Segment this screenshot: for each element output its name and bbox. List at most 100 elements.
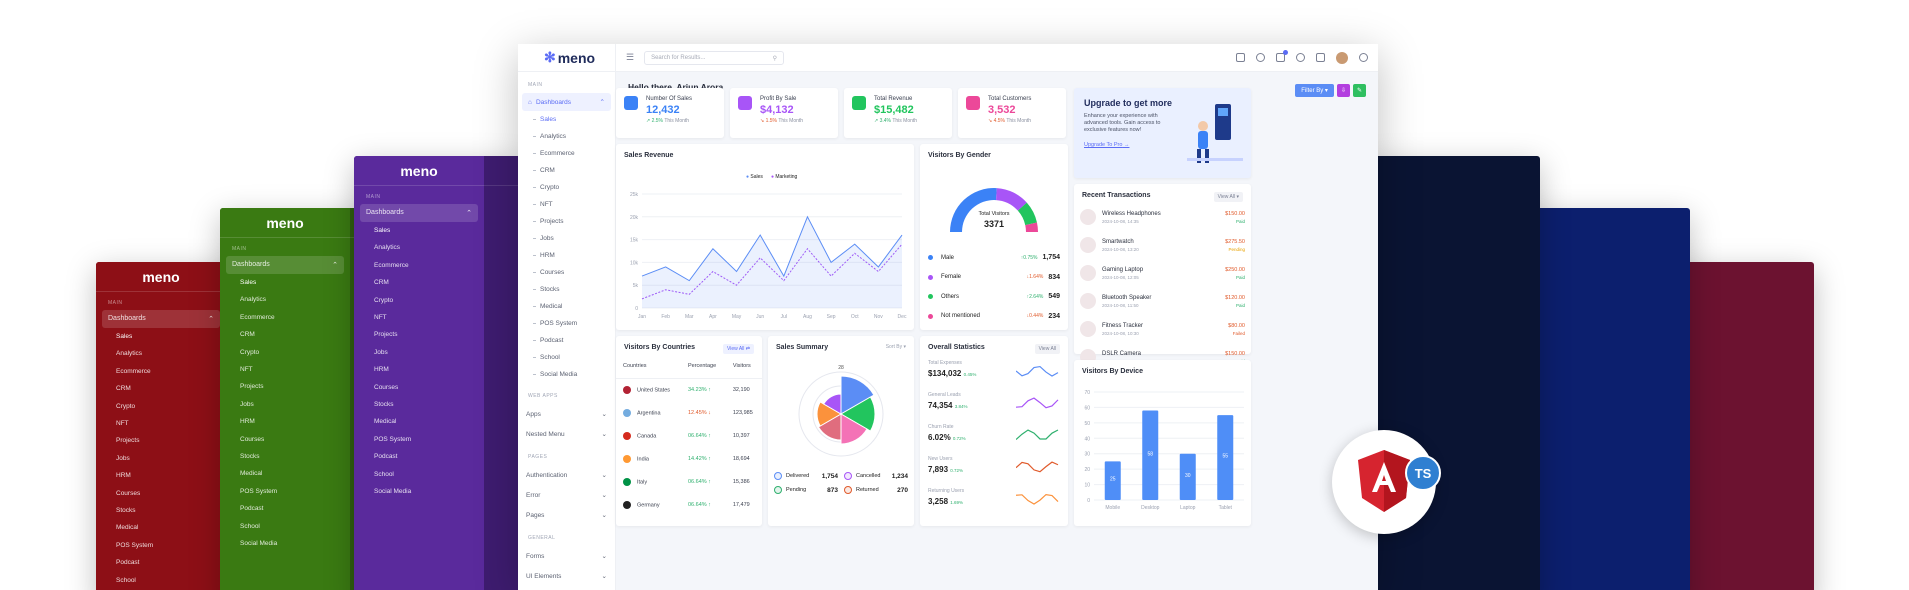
sidebar-dashboards[interactable]: Dashboards ⌃ bbox=[102, 310, 220, 328]
sidebar-item-stocks[interactable]: Stocks bbox=[518, 281, 615, 298]
bell-icon[interactable] bbox=[1296, 53, 1305, 62]
sidebar-item[interactable]: NFT bbox=[374, 314, 387, 322]
sidebar-item[interactable]: Courses bbox=[116, 489, 141, 497]
legend-change: ↓0.44% bbox=[1027, 313, 1044, 319]
sidebar-item[interactable]: Ecommerce bbox=[116, 367, 151, 375]
sidebar-item[interactable]: Crypto bbox=[240, 348, 260, 356]
sidebar-item[interactable]: Analytics bbox=[240, 296, 267, 304]
transaction-row[interactable]: Gaming Laptop 2024-10-08, 12:05 $250.00 Pai… bbox=[1074, 259, 1251, 287]
sidebar-item[interactable]: Sales bbox=[374, 227, 391, 234]
sidebar-item[interactable]: POS System bbox=[240, 487, 278, 495]
sidebar-item[interactable]: Medical bbox=[240, 470, 263, 478]
sidebar-item-pos-system[interactable]: POS System bbox=[518, 315, 615, 332]
sidebar-item-sales[interactable]: Sales bbox=[518, 111, 615, 128]
sidebar-item[interactable]: Crypto bbox=[116, 402, 136, 410]
sidebar-item-authentication[interactable]: Authentication ⌄ bbox=[518, 465, 615, 485]
edit-button[interactable]: ✎ bbox=[1352, 84, 1366, 97]
sidebar-item-dashboards[interactable]: ⌂ Dashboards ⌃ bbox=[522, 93, 611, 111]
sidebar-item[interactable]: Sales bbox=[116, 333, 133, 340]
sidebar-item-pages[interactable]: Pages ⌄ bbox=[518, 505, 615, 525]
sidebar-item[interactable]: Medical bbox=[374, 418, 397, 426]
view-all-button[interactable]: View All bbox=[1034, 344, 1060, 354]
download-button[interactable]: ⇩ bbox=[1336, 84, 1350, 97]
gear-icon[interactable] bbox=[1359, 53, 1368, 62]
transaction-row[interactable]: Bluetooth Speaker 2024-10-08, 11:50 $120.0… bbox=[1074, 287, 1251, 315]
sidebar-item-error[interactable]: Error ⌄ bbox=[518, 485, 615, 505]
sidebar-item[interactable]: Social Media bbox=[374, 488, 412, 496]
sidebar-item[interactable]: CRM bbox=[374, 279, 389, 287]
sidebar-item[interactable]: School bbox=[116, 576, 136, 584]
sidebar-item[interactable]: Ecommerce bbox=[374, 261, 409, 269]
sidebar-dashboards[interactable]: Dashboards ⌃ bbox=[360, 204, 478, 222]
sidebar-item[interactable]: Courses bbox=[240, 435, 265, 443]
sidebar-item[interactable]: Analytics bbox=[374, 244, 401, 252]
sidebar-item[interactable]: Courses bbox=[374, 383, 399, 391]
avatar[interactable] bbox=[1336, 51, 1348, 64]
filter-button[interactable]: Filter By ▾ bbox=[1295, 84, 1334, 97]
sidebar-item[interactable]: Ecommerce bbox=[240, 313, 275, 321]
sidebar-item[interactable]: CRM bbox=[240, 331, 255, 339]
sidebar-item[interactable]: POS System bbox=[116, 541, 154, 549]
sidebar-item[interactable]: Stocks bbox=[374, 401, 394, 409]
sidebar-item-projects[interactable]: Projects bbox=[518, 213, 615, 230]
sidebar-item[interactable]: Projects bbox=[116, 437, 140, 445]
sidebar-item[interactable]: NFT bbox=[116, 420, 129, 428]
sidebar-item-forms[interactable]: Forms ⌄ bbox=[518, 546, 615, 566]
fullscreen-icon[interactable] bbox=[1316, 53, 1325, 62]
search-input[interactable]: Search for Results... ⚲ bbox=[644, 50, 785, 65]
sidebar-item[interactable]: Podcast bbox=[374, 453, 398, 461]
sidebar-item[interactable]: Projects bbox=[374, 331, 398, 339]
view-all-button[interactable]: View All ▾ bbox=[1213, 192, 1243, 202]
sidebar-item-social-media[interactable]: Social Media bbox=[518, 366, 615, 383]
sidebar-item-hrm[interactable]: HRM bbox=[518, 247, 615, 264]
brand-logo[interactable]: ✻ meno bbox=[518, 44, 615, 72]
sidebar-item[interactable]: Analytics bbox=[116, 350, 143, 358]
sidebar-item-school[interactable]: School bbox=[518, 349, 615, 366]
sidebar-item-medical[interactable]: Medical bbox=[518, 298, 615, 315]
moon-icon[interactable] bbox=[1256, 53, 1265, 62]
sidebar-item-crm[interactable]: CRM bbox=[518, 162, 615, 179]
sidebar-item[interactable]: Stocks bbox=[240, 453, 260, 461]
sort-by-dropdown[interactable]: Sort By ▾ bbox=[885, 344, 906, 350]
sidebar-item[interactable]: Medical bbox=[116, 524, 139, 532]
sidebar-item-nft[interactable]: NFT bbox=[518, 196, 615, 213]
sidebar-item[interactable]: School bbox=[240, 522, 260, 530]
menu-toggle-icon[interactable]: ☰ bbox=[626, 52, 635, 62]
sidebar-item-jobs[interactable]: Jobs bbox=[518, 230, 615, 247]
transaction-row[interactable]: Fitness Tracker 2024-10-08, 10:30 $80.00 Fa… bbox=[1074, 315, 1251, 343]
sidebar-item-crypto[interactable]: Crypto bbox=[518, 179, 615, 196]
section-main-label: MAIN bbox=[528, 82, 543, 88]
polar-segment bbox=[822, 393, 842, 415]
sidebar-item[interactable]: Podcast bbox=[240, 505, 264, 513]
sidebar-item-nested-menu[interactable]: Nested Menu ⌄ bbox=[518, 424, 615, 444]
sidebar-item-podcast[interactable]: Podcast bbox=[518, 332, 615, 349]
sidebar-item[interactable]: CRM bbox=[116, 385, 131, 393]
sidebar-item[interactable]: Stocks bbox=[116, 507, 136, 515]
sidebar-item[interactable]: HRM bbox=[240, 418, 255, 426]
sidebar-item[interactable]: Projects bbox=[240, 383, 264, 391]
language-icon[interactable] bbox=[1236, 53, 1245, 62]
sidebar-item[interactable]: Jobs bbox=[116, 454, 130, 462]
sidebar-item-apps[interactable]: Apps ⌄ bbox=[518, 404, 615, 424]
sidebar-item[interactable]: HRM bbox=[374, 366, 389, 374]
sidebar-item[interactable]: Crypto bbox=[374, 296, 394, 304]
sidebar-item[interactable]: NFT bbox=[240, 366, 253, 374]
sidebar-item[interactable]: Jobs bbox=[240, 400, 254, 408]
sidebar-item[interactable]: Podcast bbox=[116, 559, 140, 567]
sidebar-dashboards[interactable]: Dashboards ⌃ bbox=[226, 256, 344, 274]
sidebar-item[interactable]: Sales bbox=[240, 279, 257, 286]
cart-icon[interactable] bbox=[1276, 50, 1288, 62]
sidebar-item[interactable]: Social Media bbox=[240, 540, 278, 548]
upgrade-link[interactable]: Upgrade To Pro → bbox=[1084, 142, 1130, 148]
sidebar-item[interactable]: HRM bbox=[116, 472, 131, 480]
sidebar-item-analytics[interactable]: Analytics bbox=[518, 128, 615, 145]
transaction-row[interactable]: Wireless Headphones 2024-10-08, 14:35 $150… bbox=[1074, 203, 1251, 231]
transaction-row[interactable]: Smartwatch 2024-10-08, 13:20 $275.50 Pendin… bbox=[1074, 231, 1251, 259]
sidebar-item[interactable]: School bbox=[374, 470, 394, 478]
sidebar-item-courses[interactable]: Courses bbox=[518, 264, 615, 281]
sidebar-item[interactable]: POS System bbox=[374, 435, 412, 443]
view-all-button[interactable]: View All ⇄ bbox=[722, 344, 754, 354]
sidebar-item-ecommerce[interactable]: Ecommerce bbox=[518, 145, 615, 162]
sidebar-item-ui-elements[interactable]: UI Elements ⌄ bbox=[518, 566, 615, 586]
sidebar-item[interactable]: Jobs bbox=[374, 348, 388, 356]
